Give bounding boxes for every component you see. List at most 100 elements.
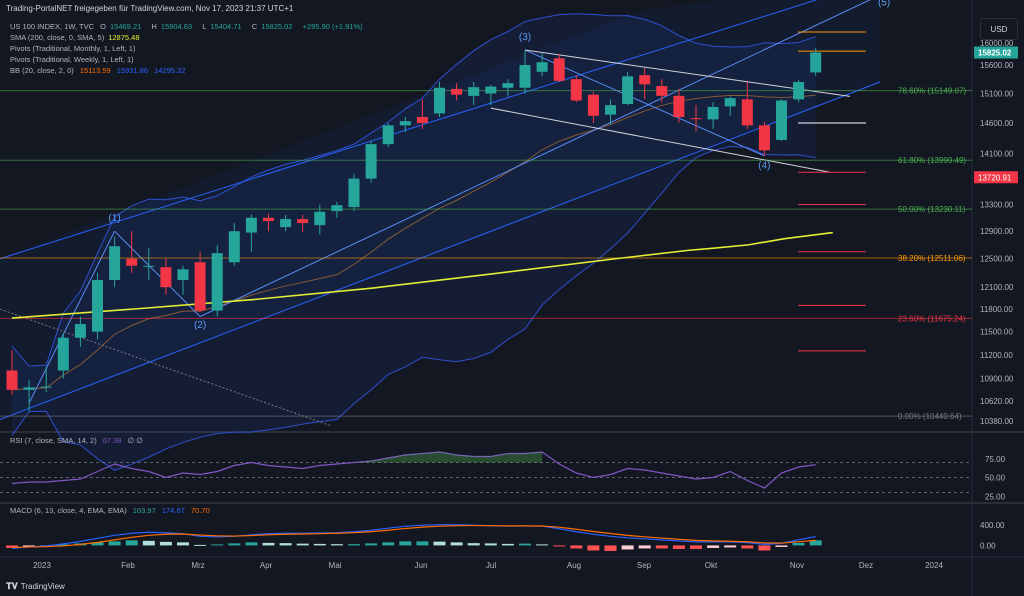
wave-label: (1) <box>108 213 120 224</box>
fib-level-label: 0.00% (10440.64) <box>898 412 962 421</box>
last-price-badge <box>974 46 1018 59</box>
macd-histogram-bar <box>467 543 480 546</box>
bb-legend[interactable]: BB (20, close, 2, 0) 15113.59 15931.86 1… <box>10 66 189 75</box>
tradingview-footer[interactable]: 𝐓𝐕 TradingView <box>6 581 65 592</box>
macd-histogram-bar <box>484 543 497 546</box>
price-tick-label: 16000.00 <box>980 39 1014 48</box>
candle-body <box>23 387 35 390</box>
macd-signal-value: 70.70 <box>190 506 210 515</box>
time-tick-label: Mrz <box>191 561 204 570</box>
publisher-line: Trading-PortalNET freigegeben für Tradin… <box>6 4 294 13</box>
macd-histogram-bar <box>382 542 395 546</box>
ohlc-close: C 15825.02 <box>251 22 293 31</box>
macd-histogram-bar <box>758 545 771 551</box>
macd-histogram-bar <box>365 543 378 546</box>
time-tick-label: Mai <box>329 561 342 570</box>
macd-histogram-bar <box>262 542 275 546</box>
bb-label: BB (20, close, 2, 0) <box>10 66 74 75</box>
macd-histogram-bar <box>211 544 224 546</box>
time-tick-label: Sep <box>637 561 652 570</box>
price-tick-label: 15100.00 <box>980 90 1014 99</box>
candle-body <box>553 58 565 81</box>
bb-upper-value: 15931.86 <box>116 66 148 75</box>
wave-line <box>524 49 765 157</box>
macd-histogram-bar <box>638 545 651 549</box>
level-label: 13720.91 <box>978 173 1012 182</box>
macd-line-value: 174.67 <box>161 506 185 515</box>
bollinger-upper-line <box>11 13 816 367</box>
macd-histogram-bar <box>792 542 805 546</box>
candle-body <box>245 217 257 233</box>
candle-body <box>673 95 685 117</box>
bb-lower-value: 14295.32 <box>154 66 186 75</box>
fib-level-label: 38.20% (12511.06) <box>898 254 966 263</box>
candle-body <box>6 370 18 390</box>
macd-histogram-bar <box>348 544 360 546</box>
macd-histogram-bar <box>296 543 309 546</box>
macd-tick-label: 0.00 <box>980 541 996 550</box>
time-tick-label: Apr <box>260 561 273 570</box>
candle-body <box>280 219 292 228</box>
ohlc-change: +295.90 (+1.91%) <box>302 22 363 31</box>
price-tick-label: 10620.00 <box>980 397 1014 406</box>
rsi-tick-label: 50.00 <box>985 474 1006 483</box>
bollinger-band-fill <box>12 13 816 471</box>
sma-legend[interactable]: SMA (200, close, 0, SMA, 5) 12875.48 <box>10 33 144 42</box>
pivots-monthly-legend[interactable]: Pivots (Traditional, Monthly, 1, Left, 1… <box>10 44 136 53</box>
candle-body <box>810 52 822 73</box>
rsi-tick-label: 75.00 <box>985 455 1006 464</box>
symbol-legend: US 100 INDEX, 1W, TVC O 15469.21 H 15904.6… <box>10 22 367 31</box>
macd-histogram-bar <box>279 543 292 546</box>
candle-body <box>793 82 805 100</box>
wave-label: (2) <box>194 320 206 331</box>
wave-label: (5) <box>878 0 890 8</box>
time-tick-label: Jul <box>486 561 496 570</box>
candle-body <box>57 337 69 371</box>
time-tick-label: Jun <box>415 561 428 570</box>
pivots-weekly-legend[interactable]: Pivots (Traditional, Weekly, 1, Left, 1) <box>10 55 134 64</box>
wave-line <box>28 230 116 404</box>
macd-histogram-bar <box>621 545 634 550</box>
macd-legend[interactable]: MACD (6, 13, close, 4, EMA, EMA) 103.97 … <box>10 506 214 515</box>
level-badge <box>974 171 1018 184</box>
candle-body <box>690 118 702 120</box>
channel-lower-line <box>0 81 881 421</box>
sma-value: 12875.48 <box>108 33 140 42</box>
macd-histogram-bar <box>519 543 531 546</box>
fib-level-label: 78.60% (15149.07) <box>898 87 966 96</box>
time-tick-label: Aug <box>567 561 581 570</box>
candle-body <box>314 211 326 226</box>
macd-histogram-bar <box>245 542 258 546</box>
macd-histogram-bar <box>23 545 36 547</box>
rsi-legend[interactable]: RSI (7, close, SMA, 14, 2) 67.38 ∅ ∅ <box>10 436 147 445</box>
macd-histogram-bar <box>330 544 343 546</box>
price-tick-label: 14100.00 <box>980 149 1014 158</box>
candle-body <box>639 75 651 85</box>
price-tick-label: 15600.00 <box>980 61 1014 70</box>
candle-body <box>536 62 548 72</box>
candle-body <box>519 65 531 88</box>
macd-histogram-bar <box>707 545 720 548</box>
price-tick-label: 11500.00 <box>980 328 1013 337</box>
candle-body <box>416 116 428 123</box>
trend-line <box>199 0 871 318</box>
rsi-label: RSI (7, close, SMA, 14, 2) <box>10 436 97 445</box>
candle-body <box>656 86 668 96</box>
currency-button[interactable]: USD <box>980 18 1018 40</box>
macd-line <box>11 524 816 550</box>
macd-histogram-bar <box>809 540 822 546</box>
tradingview-logo-icon: 𝐓𝐕 <box>6 581 18 591</box>
candle-body <box>622 76 634 105</box>
rsi-tick-label: 25.00 <box>985 492 1006 501</box>
ohlc-open: O 15469.21 <box>100 22 142 31</box>
wave-line <box>114 230 201 317</box>
candle-body <box>605 105 616 115</box>
symbol-name: US 100 INDEX, 1W, TVC <box>10 22 95 31</box>
macd-histogram-bar <box>553 545 566 547</box>
rsi-extra: ∅ ∅ <box>127 436 143 445</box>
candle-body <box>502 83 514 88</box>
macd-histogram-bar <box>536 544 549 546</box>
macd-histogram-bar <box>57 544 70 546</box>
price-tick-label: 11200.00 <box>980 351 1013 360</box>
